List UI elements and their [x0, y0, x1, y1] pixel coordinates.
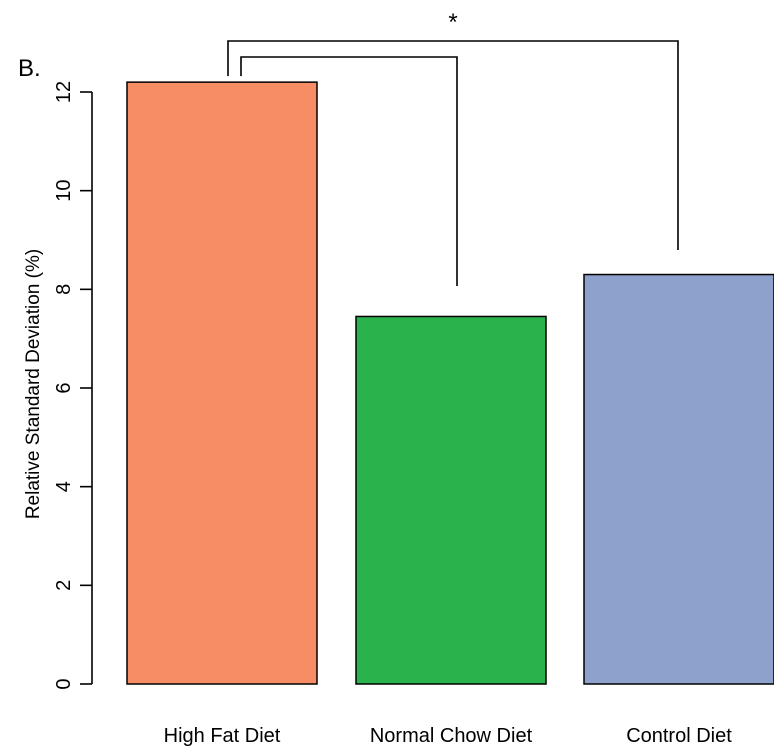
y-tick-label: 0	[53, 678, 75, 689]
category-label: Normal Chow Diet	[370, 725, 533, 747]
y-tick-label: 6	[53, 382, 75, 393]
bar-high-fat-diet	[126, 81, 318, 685]
y-tick-label: 10	[53, 180, 75, 202]
y-axis: 0 2 4 6 8 10 12	[53, 81, 93, 690]
category-label: Control Diet	[626, 725, 732, 747]
category-label: High Fat Diet	[164, 725, 281, 747]
y-tick-label: 4	[53, 481, 75, 492]
y-tick-label: 12	[53, 81, 75, 103]
panel-label: B.	[18, 55, 41, 82]
significance-brackets: *	[227, 9, 679, 286]
significance-label: *	[448, 9, 457, 36]
bar-normal-chow-diet	[355, 315, 547, 685]
category-labels: High Fat Diet Normal Chow Diet Control Die…	[164, 725, 733, 747]
bars	[126, 81, 774, 685]
bar-control-diet	[583, 273, 774, 685]
y-tick-label: 8	[53, 284, 75, 295]
y-axis-label: Relative Standard Deviation (%)	[23, 249, 44, 519]
significance-bracket	[227, 40, 679, 250]
y-tick-label: 2	[53, 580, 75, 591]
significance-bracket	[240, 56, 458, 286]
